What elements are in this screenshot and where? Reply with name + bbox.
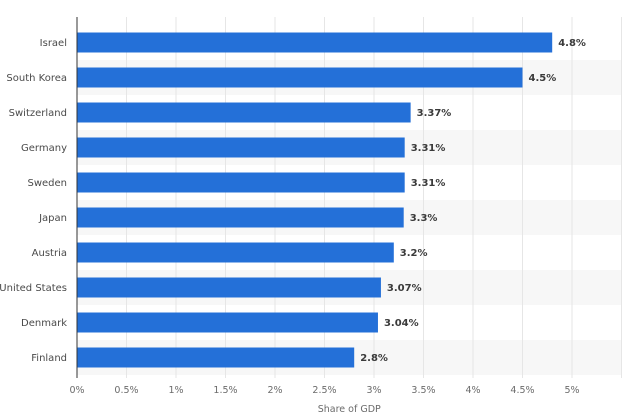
value-label: 3.2% (400, 248, 428, 259)
value-label: 3.31% (411, 178, 446, 189)
category-labels: Israel South Korea Switzerland Germany Swede… (0, 38, 67, 364)
x-axis-title: Share of GDP (318, 404, 381, 415)
category-label: Austria (32, 248, 67, 259)
bar (77, 207, 404, 228)
bar (77, 102, 411, 123)
x-tick-label: 0.5% (114, 385, 138, 396)
category-label: Finland (31, 353, 67, 364)
category-label: Germany (21, 143, 67, 154)
value-label: 3.37% (417, 108, 452, 119)
x-tick-label: 2.5% (312, 385, 336, 396)
value-labels: 4.8% 4.5% 3.37% 3.31% 3.31% 3.3% 3.2% 3.07% 3.04… (360, 38, 586, 364)
bar (77, 137, 405, 158)
x-tick-label: 4% (465, 385, 480, 396)
x-tick-label: 2% (267, 385, 282, 396)
bars (77, 32, 553, 368)
bar (77, 347, 355, 368)
value-label: 4.5% (529, 73, 557, 84)
category-label: Switzerland (9, 108, 67, 119)
x-tick-label: 1% (168, 385, 183, 396)
value-label: 3.04% (384, 318, 419, 329)
category-label: Sweden (27, 178, 67, 189)
value-label: 3.31% (411, 143, 446, 154)
category-label: Japan (38, 213, 67, 224)
value-label: 4.8% (558, 38, 586, 49)
bar (77, 32, 553, 53)
bar (77, 242, 394, 263)
bar (77, 312, 378, 333)
bar (77, 67, 523, 88)
x-tick-label: 3% (366, 385, 381, 396)
bar (77, 172, 405, 193)
category-label: United States (0, 283, 67, 294)
value-label: 2.8% (360, 353, 388, 364)
x-tick-label: 4.5% (510, 385, 534, 396)
x-tick-label: 5% (564, 385, 579, 396)
category-label: Israel (40, 38, 67, 49)
x-tick-labels: 0% 0.5% 1% 1.5% 2% 2.5% 3% 3.5% 4% 4.5% 5% (69, 385, 579, 396)
value-label: 3.07% (387, 283, 422, 294)
x-tick-label: 0% (69, 385, 84, 396)
bar (77, 277, 381, 298)
x-tick-label: 1.5% (213, 385, 237, 396)
value-label: 3.3% (410, 213, 438, 224)
category-label: Denmark (21, 318, 67, 329)
x-tick-label: 3.5% (411, 385, 435, 396)
category-label: South Korea (6, 73, 67, 84)
